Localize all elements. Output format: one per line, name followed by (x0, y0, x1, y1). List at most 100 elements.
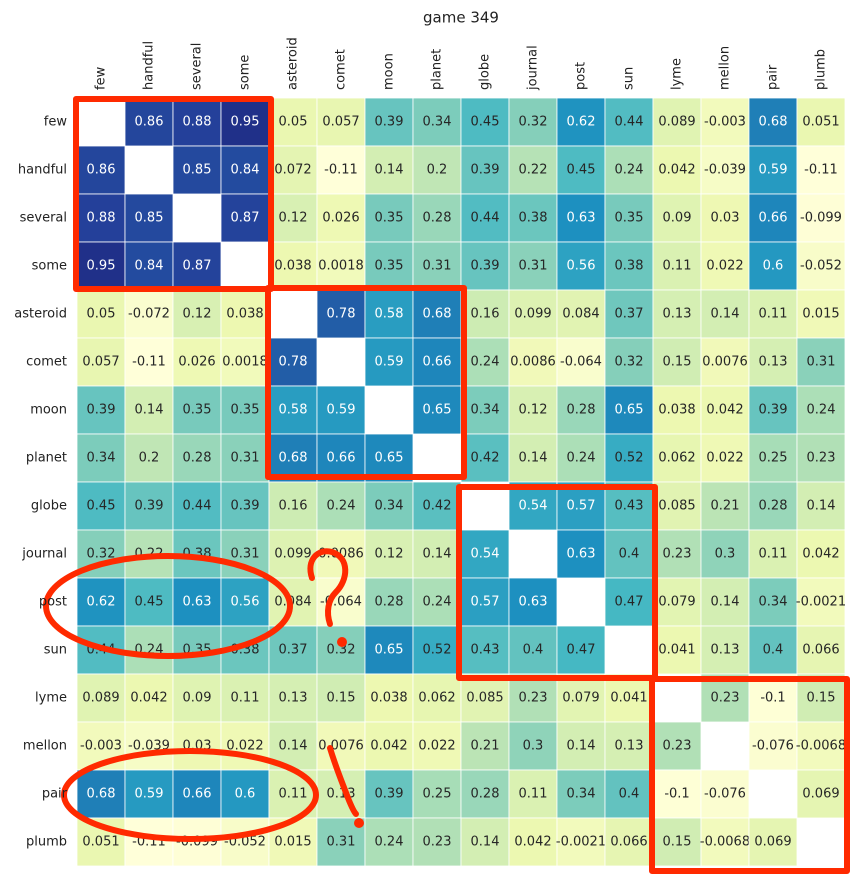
cell-label: 0.65 (375, 643, 404, 658)
heatmap-cell (460, 769, 510, 819)
heatmap-cell (556, 385, 606, 435)
heatmap-cell (508, 337, 558, 387)
cell-label: 0.32 (615, 355, 644, 370)
cell-label: -0.076 (752, 739, 794, 754)
cell-label: 0.085 (466, 691, 503, 706)
cell-label: 0.24 (567, 451, 596, 466)
cell-label: 0.35 (183, 403, 212, 418)
heatmap-cell (220, 193, 270, 243)
cell-label: 0.4 (763, 643, 784, 658)
cell-label: 0.35 (231, 403, 260, 418)
cell-label: 0.38 (615, 259, 644, 274)
heatmap-cell (364, 289, 414, 339)
cell-label: 0.54 (519, 499, 548, 514)
cell-label: 0.099 (274, 547, 311, 562)
heatmap-cell (652, 817, 702, 867)
cell-label: 0.68 (759, 115, 788, 130)
cell-label: -0.1 (760, 691, 785, 706)
heatmap-cell (364, 481, 414, 531)
cell-label: 0.12 (375, 547, 404, 562)
cell-label: 0.6 (235, 787, 256, 802)
cell-label: 0.05 (87, 307, 116, 322)
heatmap-cell (76, 577, 126, 627)
cell-label: 0.39 (231, 499, 260, 514)
heatmap-cell (364, 673, 414, 723)
cell-label: 0.042 (514, 835, 551, 850)
heatmap-cell (172, 385, 222, 435)
heatmap-cell (700, 145, 750, 195)
heatmap-cell (652, 625, 702, 675)
y-tick-label: some (32, 259, 67, 274)
cell-label: 0.14 (375, 163, 404, 178)
heatmap-cell (700, 97, 750, 147)
cell-label: 0.14 (711, 595, 740, 610)
cell-label: 0.42 (423, 499, 452, 514)
cell-label: 0.28 (759, 499, 788, 514)
heatmap-cell (364, 577, 414, 627)
cell-label: 0.24 (375, 835, 404, 850)
x-tick-label: few (94, 66, 109, 90)
cell-label: 0.39 (471, 163, 500, 178)
question-dot (354, 818, 364, 828)
heatmap-cell (508, 193, 558, 243)
cell-label: 0.21 (711, 499, 740, 514)
heatmap-cell (796, 193, 846, 243)
cell-label: 0.31 (423, 259, 452, 274)
heatmap-cell (556, 193, 606, 243)
cell-label: 0.14 (423, 547, 452, 562)
cell-label: 0.072 (274, 163, 311, 178)
heatmap-cell (652, 769, 702, 819)
cell-label: 0.079 (658, 595, 695, 610)
cell-label: 0.079 (562, 691, 599, 706)
heatmap-cell (556, 241, 606, 291)
cell-label: 0.28 (567, 403, 596, 418)
x-tick-label: lyme (670, 58, 685, 90)
cell-label: 0.57 (567, 499, 596, 514)
cell-label: 0.32 (519, 115, 548, 130)
heatmap-cell (412, 577, 462, 627)
heatmap-cell (76, 673, 126, 723)
cell-label: 0.0076 (702, 355, 748, 370)
heatmap-cell (796, 289, 846, 339)
heatmap-cell (172, 769, 222, 819)
heatmap-cell (412, 241, 462, 291)
heatmap-cell (748, 97, 798, 147)
heatmap-cell (748, 433, 798, 483)
cell-label: 0.25 (423, 787, 452, 802)
cell-label: -0.11 (804, 163, 838, 178)
cell-label: -0.052 (800, 259, 842, 274)
highlight-ellipse (43, 553, 293, 659)
heatmap-cell (124, 385, 174, 435)
heatmap-cell (412, 97, 462, 147)
cell-label: 0.042 (130, 691, 167, 706)
y-tick-label: few (44, 115, 68, 130)
cell-label: 0.45 (567, 163, 596, 178)
cell-label: 0.089 (82, 691, 119, 706)
cell-label: 0.85 (135, 211, 164, 226)
x-tick-label: planet (430, 49, 445, 90)
heatmap-cell (268, 481, 318, 531)
heatmap-cell (796, 385, 846, 435)
cell-label: 0.52 (423, 643, 452, 658)
cell-label: 0.15 (807, 691, 836, 706)
cell-label: 0.28 (183, 451, 212, 466)
heatmap-cell (220, 721, 270, 771)
heatmap-cell (748, 241, 798, 291)
heatmap-cell (172, 481, 222, 531)
heatmap-cell (748, 193, 798, 243)
cell-label: 0.44 (183, 499, 212, 514)
cell-label: 0.59 (327, 403, 356, 418)
question-dot (337, 637, 347, 647)
cell-label: 0.12 (519, 403, 548, 418)
heatmap-cell (460, 625, 510, 675)
heatmap-cell (700, 577, 750, 627)
cell-label: 0.44 (471, 211, 500, 226)
y-tick-label: journal (21, 547, 67, 562)
cell-label: 0.3 (523, 739, 544, 754)
heatmap-cell (556, 625, 606, 675)
heatmap-cell (604, 577, 654, 627)
heatmap-cell (796, 721, 846, 771)
heatmap-cell (556, 817, 606, 867)
cell-label: -0.064 (560, 355, 602, 370)
cell-label: 0.0018 (222, 355, 268, 370)
